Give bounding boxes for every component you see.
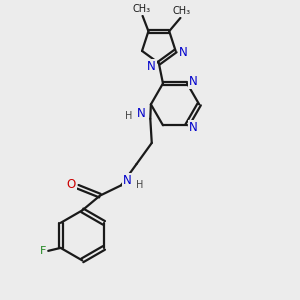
Text: N: N <box>147 60 156 73</box>
Text: N: N <box>178 46 188 59</box>
Text: F: F <box>40 246 46 256</box>
Text: N: N <box>189 121 198 134</box>
Text: CH₃: CH₃ <box>173 7 191 16</box>
Text: O: O <box>67 178 76 191</box>
Text: N: N <box>123 173 132 187</box>
Text: H: H <box>136 180 143 190</box>
Text: N: N <box>189 75 198 88</box>
Text: CH₃: CH₃ <box>132 4 150 14</box>
Text: H: H <box>124 111 132 121</box>
Text: N: N <box>136 107 145 120</box>
